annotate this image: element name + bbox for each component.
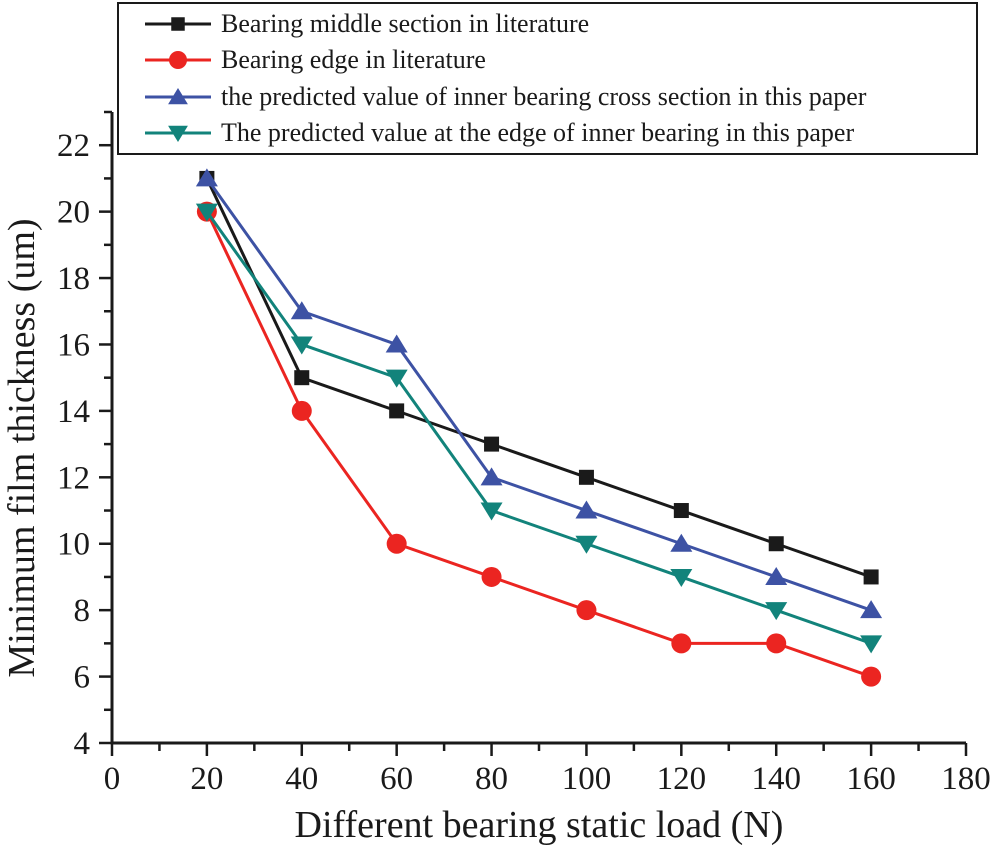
triangle-up-marker bbox=[195, 168, 218, 187]
square-marker bbox=[294, 370, 310, 386]
x-tick-label: 20 bbox=[190, 761, 223, 797]
y-tick-label: 10 bbox=[57, 527, 90, 563]
x-axis-title: Different bearing static load (N) bbox=[294, 804, 784, 846]
legend-item-label: Bearing edge in literature bbox=[221, 45, 486, 75]
circle-marker bbox=[766, 633, 787, 654]
circle-marker bbox=[861, 666, 882, 687]
triangle-down-marker bbox=[765, 602, 788, 621]
y-axis-title: Minimum film thickness (um) bbox=[1, 218, 43, 678]
triangle-down-marker bbox=[385, 369, 408, 388]
circle-marker bbox=[481, 566, 502, 587]
series-square bbox=[199, 170, 879, 585]
triangle-up-marker bbox=[860, 600, 883, 619]
triangle-up-marker bbox=[290, 301, 313, 320]
triangle-down-marker bbox=[480, 502, 503, 521]
y-tick-label: 20 bbox=[57, 195, 90, 231]
y-tick-label: 4 bbox=[74, 726, 91, 762]
square-marker bbox=[484, 436, 500, 452]
square-marker bbox=[171, 16, 185, 31]
legend-item-label: The predicted value at the edge of inner… bbox=[221, 118, 855, 148]
x-tick-label: 60 bbox=[380, 761, 413, 797]
legend-marker-sample bbox=[145, 87, 211, 104]
y-tick-label: 12 bbox=[57, 460, 90, 496]
legend-item: Bearing middle section in literature bbox=[145, 7, 976, 41]
legend-item: Bearing edge in literature bbox=[145, 43, 976, 77]
axis-spines bbox=[110, 112, 966, 745]
circle-marker bbox=[576, 600, 597, 621]
square-marker bbox=[673, 503, 689, 519]
legend-item-label: the predicted value of inner bearing cro… bbox=[221, 81, 867, 111]
triangle-up-marker bbox=[765, 566, 788, 585]
triangle-up-marker bbox=[670, 533, 693, 552]
x-tick-labels: 0 20 40 60 80 100 120 140 160 180 bbox=[104, 761, 991, 797]
triangle-up-marker bbox=[385, 334, 408, 353]
x-tick-label: 100 bbox=[562, 761, 612, 797]
legend-item: The predicted value at the edge of inner… bbox=[145, 116, 976, 150]
triangle-up-marker bbox=[480, 467, 503, 486]
series-line bbox=[205, 210, 872, 678]
triangle-down-marker bbox=[195, 203, 218, 222]
circle-marker bbox=[169, 51, 187, 70]
series-triangle-down bbox=[195, 203, 883, 654]
y-tick-label: 14 bbox=[57, 394, 90, 430]
x-tick-label: 180 bbox=[941, 761, 991, 797]
legend-marker-sample bbox=[145, 51, 211, 70]
square-marker bbox=[768, 536, 784, 552]
square-marker bbox=[389, 403, 405, 419]
x-tick-label: 120 bbox=[657, 761, 707, 797]
legend-marker-sample bbox=[145, 16, 211, 31]
square-marker bbox=[578, 469, 594, 485]
series-line bbox=[205, 177, 872, 579]
triangle-up-marker bbox=[168, 87, 188, 104]
y-tick-labels: 4 6 8 10 12 14 16 18 20 22 bbox=[57, 128, 90, 762]
square-marker bbox=[863, 569, 879, 585]
y-tick-label: 6 bbox=[74, 660, 91, 696]
y-tick-label: 18 bbox=[57, 261, 90, 297]
legend-item-label: Bearing middle section in literature bbox=[221, 8, 590, 38]
x-tick-label: 140 bbox=[751, 761, 801, 797]
triangle-down-marker bbox=[670, 568, 693, 587]
y-tick-label: 8 bbox=[74, 593, 91, 629]
circle-marker bbox=[291, 400, 312, 421]
circle-marker bbox=[671, 633, 692, 654]
x-tick-label: 80 bbox=[475, 761, 508, 797]
x-tick-label: 0 bbox=[104, 761, 121, 797]
triangle-down-marker bbox=[575, 535, 598, 554]
series-triangle-up bbox=[195, 168, 883, 619]
legend-item: the predicted value of inner bearing cro… bbox=[145, 80, 976, 114]
triangle-down-marker bbox=[168, 126, 188, 143]
y-tick-label: 16 bbox=[57, 327, 90, 363]
x-tick-label: 160 bbox=[846, 761, 896, 797]
series-line bbox=[205, 210, 872, 645]
triangle-down-marker bbox=[860, 635, 883, 654]
legend-marker-sample bbox=[145, 126, 211, 143]
triangle-up-marker bbox=[575, 500, 598, 519]
y-tick-label: 22 bbox=[57, 128, 90, 164]
circle-marker bbox=[386, 533, 407, 554]
legend: Bearing middle section in literature Bear… bbox=[117, 2, 978, 155]
x-tick-label: 40 bbox=[285, 761, 318, 797]
triangle-down-marker bbox=[290, 336, 313, 355]
axis-ticks bbox=[99, 110, 968, 756]
series-line bbox=[205, 177, 872, 612]
